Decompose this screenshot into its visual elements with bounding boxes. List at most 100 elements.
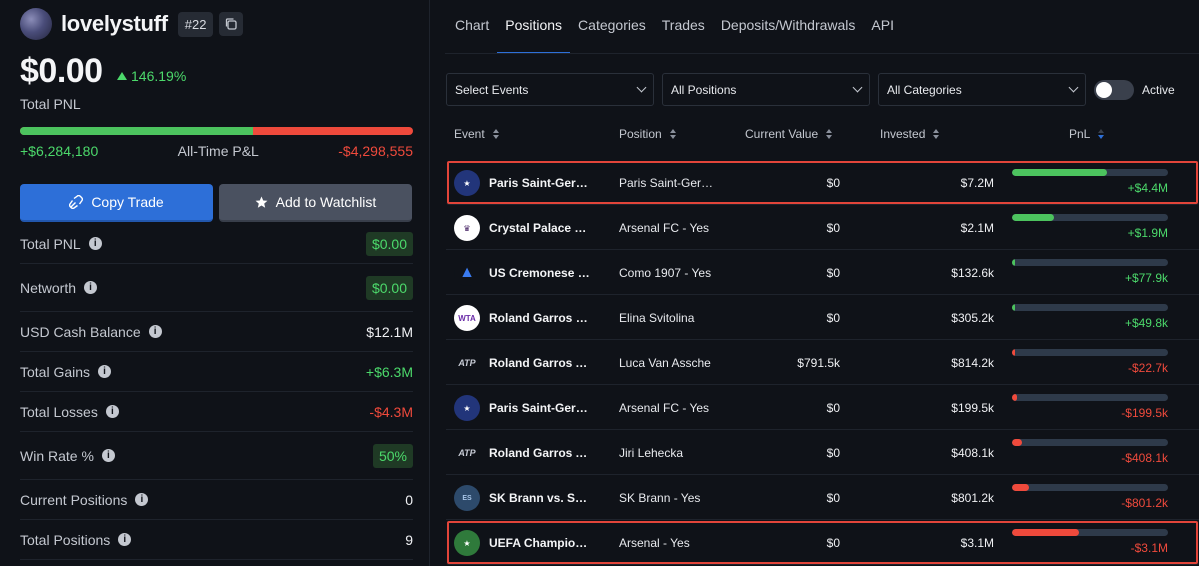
table-row[interactable]: ★ Paris Saint-Germain vs. Arsenal FC Arsen… xyxy=(446,385,1199,430)
tab-positions[interactable]: Positions xyxy=(497,0,570,54)
header-pnl[interactable]: PnL xyxy=(1069,127,1105,141)
stat-value: 50% xyxy=(372,443,413,468)
events-select-value: Select Events xyxy=(455,82,529,97)
positions-table-body: ★ Paris Saint-Germain vs. Arsenal FC Paris… xyxy=(446,160,1199,565)
stat-row: Win Rate % i 50% xyxy=(20,432,413,480)
stat-value: +$6.3M xyxy=(365,363,413,380)
current-value: $0 xyxy=(826,266,840,280)
events-select[interactable]: Select Events xyxy=(446,73,654,106)
table-row[interactable]: ATP Roland Garros ATP Luca Van Assche $791.… xyxy=(446,340,1199,385)
info-icon[interactable]: i xyxy=(105,405,119,418)
invested-value: $801.2k xyxy=(951,491,994,505)
stat-label-group: Networth i xyxy=(20,280,98,296)
table-row[interactable]: WTA Roland Garros Women Elina Svitolina $0 $… xyxy=(446,295,1199,340)
pnl-value: -$3.1M xyxy=(1130,541,1168,555)
event-name[interactable]: Crystal Palace FC vs. Arsenal FC xyxy=(489,221,591,235)
event-name[interactable]: SK Brann vs. Sarpsborg 08 xyxy=(489,491,591,505)
table-row[interactable]: ▲ US Cremonese vs. Como 1907 Como 1907 - Y… xyxy=(446,250,1199,295)
position-name: Como 1907 - Yes xyxy=(619,266,712,280)
copy-trade-button[interactable]: Copy Trade xyxy=(20,184,213,222)
tab-chart[interactable]: Chart xyxy=(455,17,490,33)
tab-api[interactable]: API xyxy=(871,17,894,33)
active-toggle[interactable] xyxy=(1094,79,1134,100)
gain-loss-legend: +$6,284,180 All-Time P&L -$4,298,555 xyxy=(20,143,413,159)
pnl-bar xyxy=(1012,394,1168,401)
table-row[interactable]: ★ Paris Saint-Germain vs. Arsenal FC Paris… xyxy=(446,160,1199,205)
pnl-bar xyxy=(1012,529,1168,536)
pnl-bar xyxy=(1012,214,1168,221)
header-invested[interactable]: Invested xyxy=(880,127,940,141)
current-value: $0 xyxy=(826,401,840,415)
pnl-value: +$4.4M xyxy=(1127,181,1168,195)
tab-deposits-withdrawals[interactable]: Deposits/Withdrawals xyxy=(720,17,856,33)
info-icon[interactable]: i xyxy=(98,365,112,378)
invested-value: $408.1k xyxy=(951,446,994,460)
atp-icon: ATP xyxy=(454,350,480,376)
stat-label: Total Gains xyxy=(20,363,91,380)
pnl-bar xyxy=(1012,349,1168,356)
header-position-label: Position xyxy=(619,127,662,141)
position-name: SK Brann - Yes xyxy=(619,491,701,505)
invested-value: $3.1M xyxy=(960,536,994,550)
pnl-value: +$77.9k xyxy=(1124,271,1168,285)
premier-league-icon: ♛ xyxy=(454,215,480,241)
rank-badge: #22 xyxy=(177,11,214,37)
info-icon[interactable]: i xyxy=(84,281,98,294)
info-icon[interactable]: i xyxy=(118,533,132,546)
info-icon[interactable]: i xyxy=(101,449,115,462)
total-pnl-value: $0.00 xyxy=(20,52,103,90)
tab-categories[interactable]: Categories xyxy=(578,17,646,33)
event-name[interactable]: Paris Saint-Germain vs. Arsenal FC xyxy=(489,401,591,415)
categories-select-value: All Categories xyxy=(887,82,962,97)
tab-trades[interactable]: Trades xyxy=(661,17,705,33)
info-icon[interactable]: i xyxy=(148,325,162,338)
table-row[interactable]: ATP Roland Garros ATP Jiri Lehecka $0 $408.1… xyxy=(446,430,1199,475)
header-current-value[interactable]: Current Value xyxy=(745,127,833,141)
position-name: Jiri Lehecka xyxy=(619,446,684,460)
avatar xyxy=(20,8,52,40)
position-name: Luca Van Assche xyxy=(619,356,711,370)
stat-row: Total Gains i +$6.3M xyxy=(20,352,413,392)
invested-value: $7.2M xyxy=(960,176,994,190)
all-time-gains: +$6,284,180 xyxy=(20,143,99,159)
stat-label-group: Total Losses i xyxy=(20,404,119,420)
header-pnl-label: PnL xyxy=(1069,127,1091,141)
pnl-value: -$801.2k xyxy=(1121,496,1168,510)
header-event[interactable]: Event xyxy=(454,127,499,141)
event-name[interactable]: Paris Saint-Germain vs. Arsenal FC xyxy=(489,176,591,190)
event-name[interactable]: US Cremonese vs. Como 1907 xyxy=(489,266,591,280)
link-icon xyxy=(69,195,84,209)
copy-address-button[interactable] xyxy=(219,12,244,36)
stat-label-group: Total PNL i xyxy=(20,236,102,252)
champions-league-icon: ★ xyxy=(454,395,480,421)
stat-label-group: USD Cash Balance i xyxy=(20,324,162,340)
add-to-watchlist-button[interactable]: Add to Watchlist xyxy=(219,184,412,222)
gain-loss-bar xyxy=(20,127,413,135)
total-pnl-label: Total PNL xyxy=(20,96,81,112)
champions-league-winner-icon: ★ xyxy=(454,530,480,556)
pnl-bar xyxy=(1012,484,1168,491)
sort-icon xyxy=(492,129,499,139)
info-icon[interactable]: i xyxy=(135,493,149,506)
stat-value: $0.00 xyxy=(365,275,413,300)
position-name: Arsenal - Yes xyxy=(619,536,690,550)
event-name[interactable]: UEFA Champions League Winner xyxy=(489,536,591,550)
tab-bar: Chart Positions Categories Trades Deposits/W… xyxy=(455,0,910,54)
event-name[interactable]: Roland Garros ATP xyxy=(489,356,591,370)
stat-label-group: Total Positions i xyxy=(20,532,132,548)
header-event-label: Event xyxy=(454,127,485,141)
positions-select[interactable]: All Positions xyxy=(662,73,870,106)
invested-value: $814.2k xyxy=(951,356,994,370)
table-row[interactable]: ★ UEFA Champions League Winner Arsenal - Y… xyxy=(446,520,1199,565)
info-icon[interactable]: i xyxy=(88,237,102,250)
stat-value: 9 xyxy=(405,531,413,548)
event-name[interactable]: Roland Garros ATP xyxy=(489,446,591,460)
pnl-bar xyxy=(1012,169,1168,176)
stat-row: Networth i $0.00 xyxy=(20,264,413,312)
pnl-bar-fill xyxy=(1012,214,1055,221)
event-name[interactable]: Roland Garros Women xyxy=(489,311,591,325)
table-row[interactable]: ♛ Crystal Palace FC vs. Arsenal FC Arsenal… xyxy=(446,205,1199,250)
categories-select[interactable]: All Categories xyxy=(878,73,1086,106)
header-position[interactable]: Position xyxy=(619,127,676,141)
table-row[interactable]: ES SK Brann vs. Sarpsborg 08 SK Brann - Ye… xyxy=(446,475,1199,520)
